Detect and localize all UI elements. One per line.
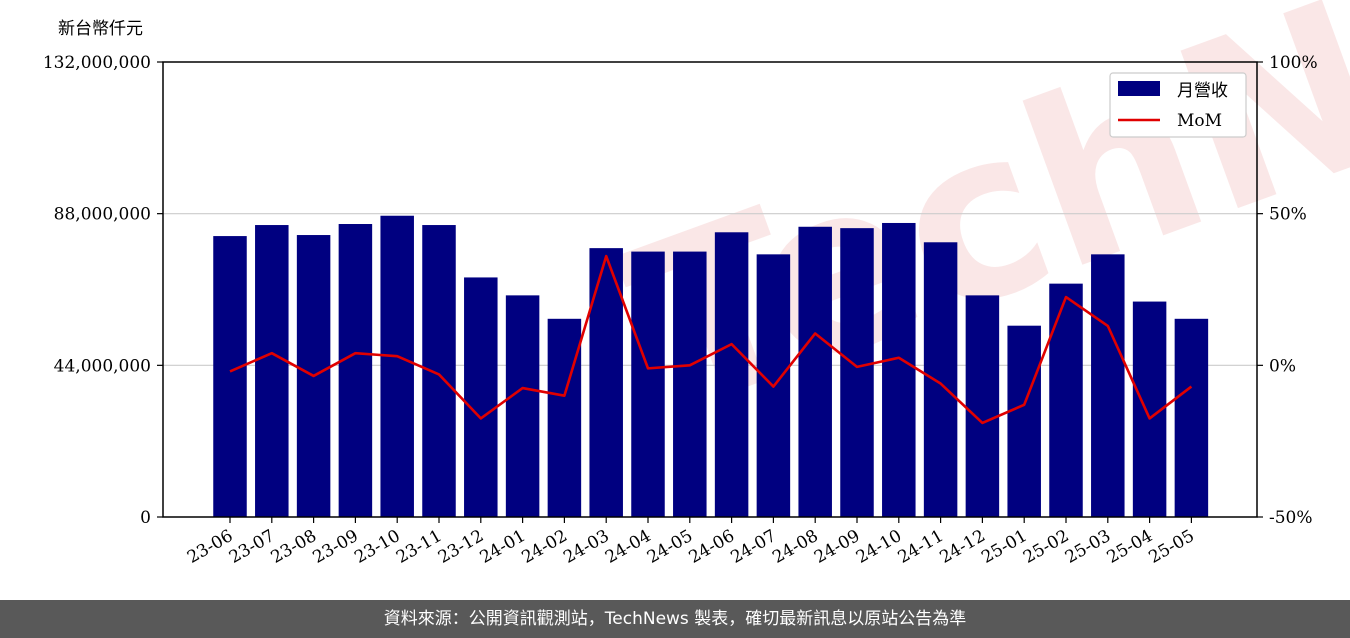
right-axis-ticks: -50% 0% 50% 100% — [1257, 53, 1318, 528]
x-tick-label: 24-06 — [686, 526, 738, 568]
bar-23-09 — [338, 224, 373, 517]
x-tick-label: 23-10 — [351, 526, 403, 568]
x-tick-label: 23-08 — [268, 526, 320, 568]
x-axis-ticks: 23-0623-0723-0823-0923-1023-1123-1224-01… — [184, 517, 1198, 568]
right-tick-label: -50% — [1269, 508, 1313, 528]
legend: 月營收 MoM — [1109, 72, 1247, 138]
left-tick-label: 44,000,000 — [54, 356, 151, 376]
bar-24-09 — [840, 228, 874, 518]
x-tick-label: 24-01 — [477, 526, 529, 568]
bar-24-05 — [673, 251, 707, 518]
bar-23-10 — [380, 215, 414, 517]
x-tick-label: 25-04 — [1104, 526, 1156, 568]
bar-23-12 — [464, 277, 498, 517]
bar-23-11 — [422, 225, 456, 517]
x-tick-label: 24-12 — [936, 526, 988, 568]
bar-25-01 — [1007, 325, 1041, 517]
legend-label-revenue: 月營收 — [1177, 81, 1228, 101]
source-footer: 資料來源：公開資訊觀測站，TechNews 製表，確切最新訊息以原站公告為準 — [0, 600, 1350, 638]
right-tick-label: 0% — [1269, 356, 1296, 376]
mom-series-line — [229, 254, 1193, 425]
x-tick-label: 25-05 — [1145, 526, 1197, 568]
left-axis-ticks: 0 44,000,000 88,000,000 132,000,000 — [43, 53, 163, 528]
x-tick-label: 24-04 — [602, 526, 654, 568]
x-tick-label: 24-10 — [853, 526, 905, 568]
bar-25-02 — [1049, 283, 1083, 517]
bar-25-03 — [1091, 254, 1125, 517]
bar-25-05 — [1174, 318, 1209, 517]
bar-24-08 — [798, 226, 832, 518]
bar-23-06 — [213, 236, 247, 518]
revenue-chart: TechNews 044,000,00088,000,000132,000,00… — [43, 0, 1350, 568]
right-tick-label: 50% — [1269, 205, 1307, 225]
mom-line — [229, 254, 1193, 425]
x-tick-label: 25-02 — [1020, 526, 1072, 568]
x-tick-label: 23-07 — [226, 526, 278, 568]
bar-24-11 — [923, 242, 958, 517]
x-tick-label: 24-02 — [518, 526, 570, 568]
x-tick-label: 23-12 — [435, 526, 487, 568]
x-tick-label: 23-06 — [184, 526, 236, 568]
legend-label-mom: MoM — [1177, 111, 1222, 131]
x-tick-label: 24-05 — [644, 526, 696, 568]
x-tick-label: 24-08 — [769, 526, 821, 568]
legend-bar-swatch — [1118, 81, 1160, 96]
x-tick-label: 24-11 — [895, 526, 947, 568]
bar-24-01 — [505, 295, 540, 517]
bars — [213, 215, 1209, 518]
bar-24-04 — [631, 251, 665, 518]
left-tick-label: 132,000,000 — [43, 53, 151, 73]
x-tick-label: 24-03 — [560, 526, 612, 568]
bar-24-12 — [965, 295, 1000, 517]
x-tick-label: 23-09 — [309, 526, 361, 568]
plot-frame — [162, 61, 1258, 518]
bar-24-06 — [714, 232, 749, 517]
x-tick-label: 24-07 — [727, 526, 779, 568]
right-tick-label: 100% — [1269, 53, 1318, 73]
x-tick-label: 23-11 — [393, 526, 445, 568]
bar-23-07 — [255, 225, 289, 517]
left-tick-label: 0 — [140, 508, 151, 528]
axes — [162, 61, 1258, 518]
x-tick-label: 24-09 — [811, 526, 863, 568]
y-axis-unit-label: 新台幣仟元 — [58, 19, 143, 39]
bar-24-10 — [882, 222, 916, 517]
left-tick-label: 88,000,000 — [54, 205, 151, 225]
x-tick-label: 25-01 — [978, 526, 1030, 568]
bar-24-02 — [547, 318, 582, 517]
x-tick-label: 25-03 — [1062, 526, 1114, 568]
